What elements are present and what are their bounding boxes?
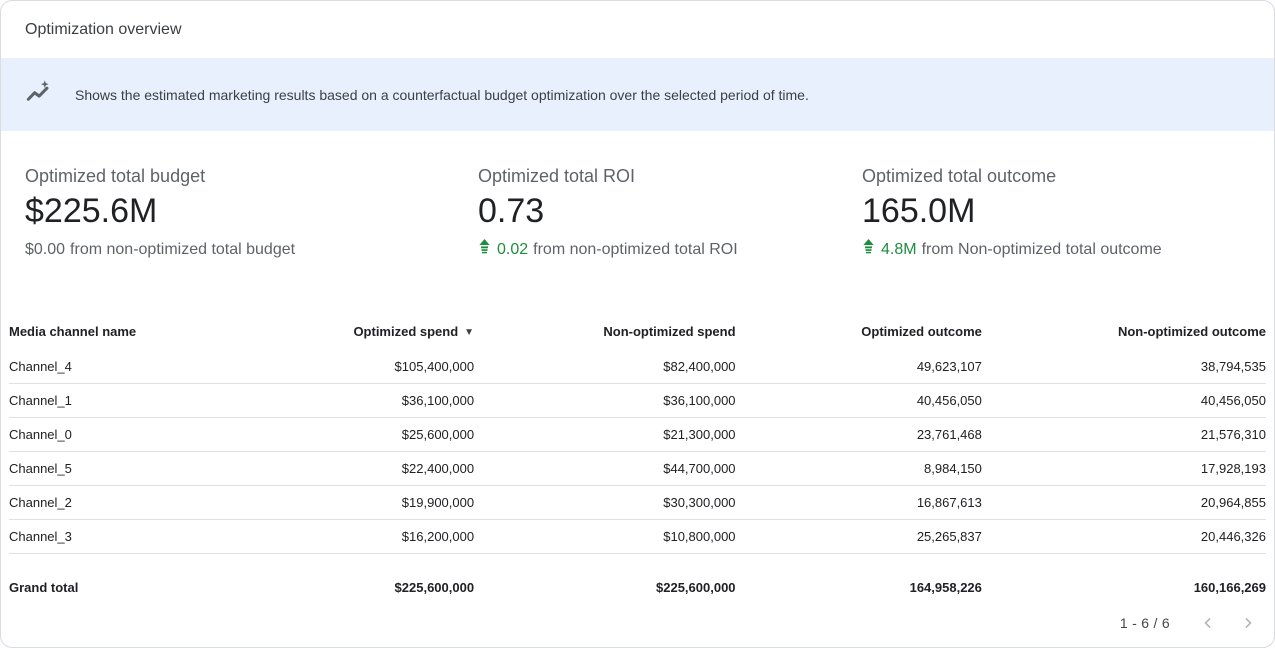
cell-optimized-spend: $19,900,000	[310, 485, 475, 520]
cell-channel-name: Channel_2	[9, 485, 311, 520]
channel-table-container: Media channel name Optimized spend ▼ Non-…	[1, 320, 1274, 605]
next-page-button[interactable]	[1236, 611, 1260, 635]
kpi-row: Optimized total budget $225.6M $0.00 fro…	[1, 131, 1274, 260]
cell-non-optimized-spend: $10,800,000	[474, 519, 736, 554]
cell-non-optimized-outcome: 17,928,193	[981, 451, 1266, 486]
prev-page-button[interactable]	[1196, 611, 1220, 635]
kpi-value: $225.6M	[25, 192, 158, 230]
cell-channel-name: Channel_3	[9, 519, 311, 554]
arrow-up-icon	[478, 239, 497, 260]
banner-description: Shows the estimated marketing results ba…	[75, 86, 809, 103]
table-row: Channel_4 $105,400,000 $82,400,000 49,62…	[9, 350, 1266, 384]
delta-value: 0.02	[497, 241, 529, 258]
delta-text: from Non-optimized total outcome	[921, 241, 1162, 258]
grand-total-row: Grand total $225,600,000 $225,600,000 16…	[9, 554, 1266, 606]
grand-total-optimized-outcome: 164,958,226	[909, 580, 982, 595]
cell-optimized-outcome: 8,984,150	[735, 451, 982, 486]
pagination: 1 - 6 / 6	[1, 605, 1274, 635]
table-row: Channel_1 $36,100,000 $36,100,000 40,456…	[9, 383, 1266, 418]
chevron-right-icon	[1245, 617, 1252, 629]
kpi-delta: 0.02 from non-optimized total ROI	[478, 239, 862, 260]
kpi-value: 0.73	[478, 192, 545, 230]
page-range-label: 1 - 6 / 6	[1119, 615, 1170, 631]
delta-text: from non-optimized total budget	[70, 241, 296, 258]
grand-total-label: Grand total	[9, 580, 79, 595]
kpi-delta: 4.8M from Non-optimized total outcome	[862, 239, 1252, 260]
chevron-left-icon	[1204, 617, 1211, 629]
cell-non-optimized-outcome: 38,794,535	[981, 350, 1266, 384]
column-header-label: Optimized spend	[353, 324, 459, 339]
cell-optimized-spend: $25,600,000	[310, 417, 475, 452]
kpi-delta: $0.00 from non-optimized total budget	[25, 239, 478, 260]
cell-non-optimized-outcome: 21,576,310	[981, 417, 1266, 452]
table-row: Channel_5 $22,400,000 $44,700,000 8,984,…	[9, 451, 1266, 486]
column-header-non-optimized-outcome[interactable]: Non-optimized outcome	[1117, 324, 1266, 339]
grand-total-non-optimized-spend: $225,600,000	[656, 580, 736, 595]
info-banner: Shows the estimated marketing results ba…	[1, 58, 1274, 131]
grand-total-optimized-spend: $225,600,000	[394, 580, 475, 595]
cell-channel-name: Channel_5	[9, 451, 311, 486]
card-header: Optimization overview	[1, 1, 1274, 58]
kpi-optimized-total-outcome: Optimized total outcome 165.0M 4.8M from…	[862, 165, 1252, 260]
cell-non-optimized-outcome: 40,456,050	[981, 383, 1266, 418]
cell-channel-name: Channel_4	[9, 350, 311, 384]
delta-value: $0.00	[25, 241, 66, 258]
column-header-non-optimized-spend[interactable]: Non-optimized spend	[603, 324, 736, 339]
kpi-optimized-total-roi: Optimized total ROI 0.73 0.02 from non-o…	[478, 165, 862, 260]
table-row: Channel_2 $19,900,000 $30,300,000 16,867…	[9, 485, 1266, 520]
cell-non-optimized-outcome: 20,964,855	[981, 485, 1266, 520]
table-row: Channel_0 $25,600,000 $21,300,000 23,761…	[9, 417, 1266, 452]
cell-non-optimized-spend: $36,100,000	[474, 383, 736, 418]
table-header-row: Media channel name Optimized spend ▼ Non-…	[9, 320, 1266, 350]
cell-optimized-outcome: 40,456,050	[735, 383, 982, 418]
cell-optimized-spend: $22,400,000	[310, 451, 475, 486]
cell-optimized-outcome: 25,265,837	[735, 519, 982, 554]
delta-text: from non-optimized total ROI	[533, 241, 738, 258]
cell-optimized-outcome: 49,623,107	[735, 350, 982, 384]
cell-optimized-spend: $36,100,000	[310, 383, 475, 418]
column-header-optimized-outcome[interactable]: Optimized outcome	[861, 324, 982, 339]
cell-optimized-outcome: 23,761,468	[735, 417, 982, 452]
kpi-label: Optimized total outcome	[862, 166, 1057, 186]
channel-table: Media channel name Optimized spend ▼ Non-…	[9, 320, 1266, 605]
cell-non-optimized-spend: $44,700,000	[474, 451, 736, 486]
insights-icon	[25, 79, 52, 111]
sort-desc-icon: ▼	[464, 327, 475, 338]
page-title: Optimization overview	[25, 20, 182, 38]
cell-non-optimized-spend: $30,300,000	[474, 485, 736, 520]
arrow-up-icon	[862, 239, 881, 260]
cell-optimized-spend: $105,400,000	[310, 350, 475, 384]
cell-optimized-outcome: 16,867,613	[735, 485, 982, 520]
kpi-optimized-total-budget: Optimized total budget $225.6M $0.00 fro…	[25, 165, 478, 260]
table-row: Channel_3 $16,200,000 $10,800,000 25,265…	[9, 519, 1266, 554]
column-header-optimized-spend[interactable]: Optimized spend ▼	[311, 320, 474, 350]
cell-channel-name: Channel_1	[9, 383, 311, 418]
kpi-value: 165.0M	[862, 192, 976, 230]
delta-value: 4.8M	[881, 241, 917, 258]
cell-non-optimized-spend: $21,300,000	[474, 417, 736, 452]
cell-non-optimized-spend: $82,400,000	[474, 350, 736, 384]
kpi-label: Optimized total budget	[25, 166, 206, 186]
grand-total-non-optimized-outcome: 160,166,269	[1193, 580, 1266, 595]
cell-optimized-spend: $16,200,000	[310, 519, 475, 554]
column-header-media-channel-name[interactable]: Media channel name	[9, 324, 137, 339]
cell-non-optimized-outcome: 20,446,326	[981, 519, 1266, 554]
cell-channel-name: Channel_0	[9, 417, 311, 452]
kpi-label: Optimized total ROI	[478, 166, 636, 186]
